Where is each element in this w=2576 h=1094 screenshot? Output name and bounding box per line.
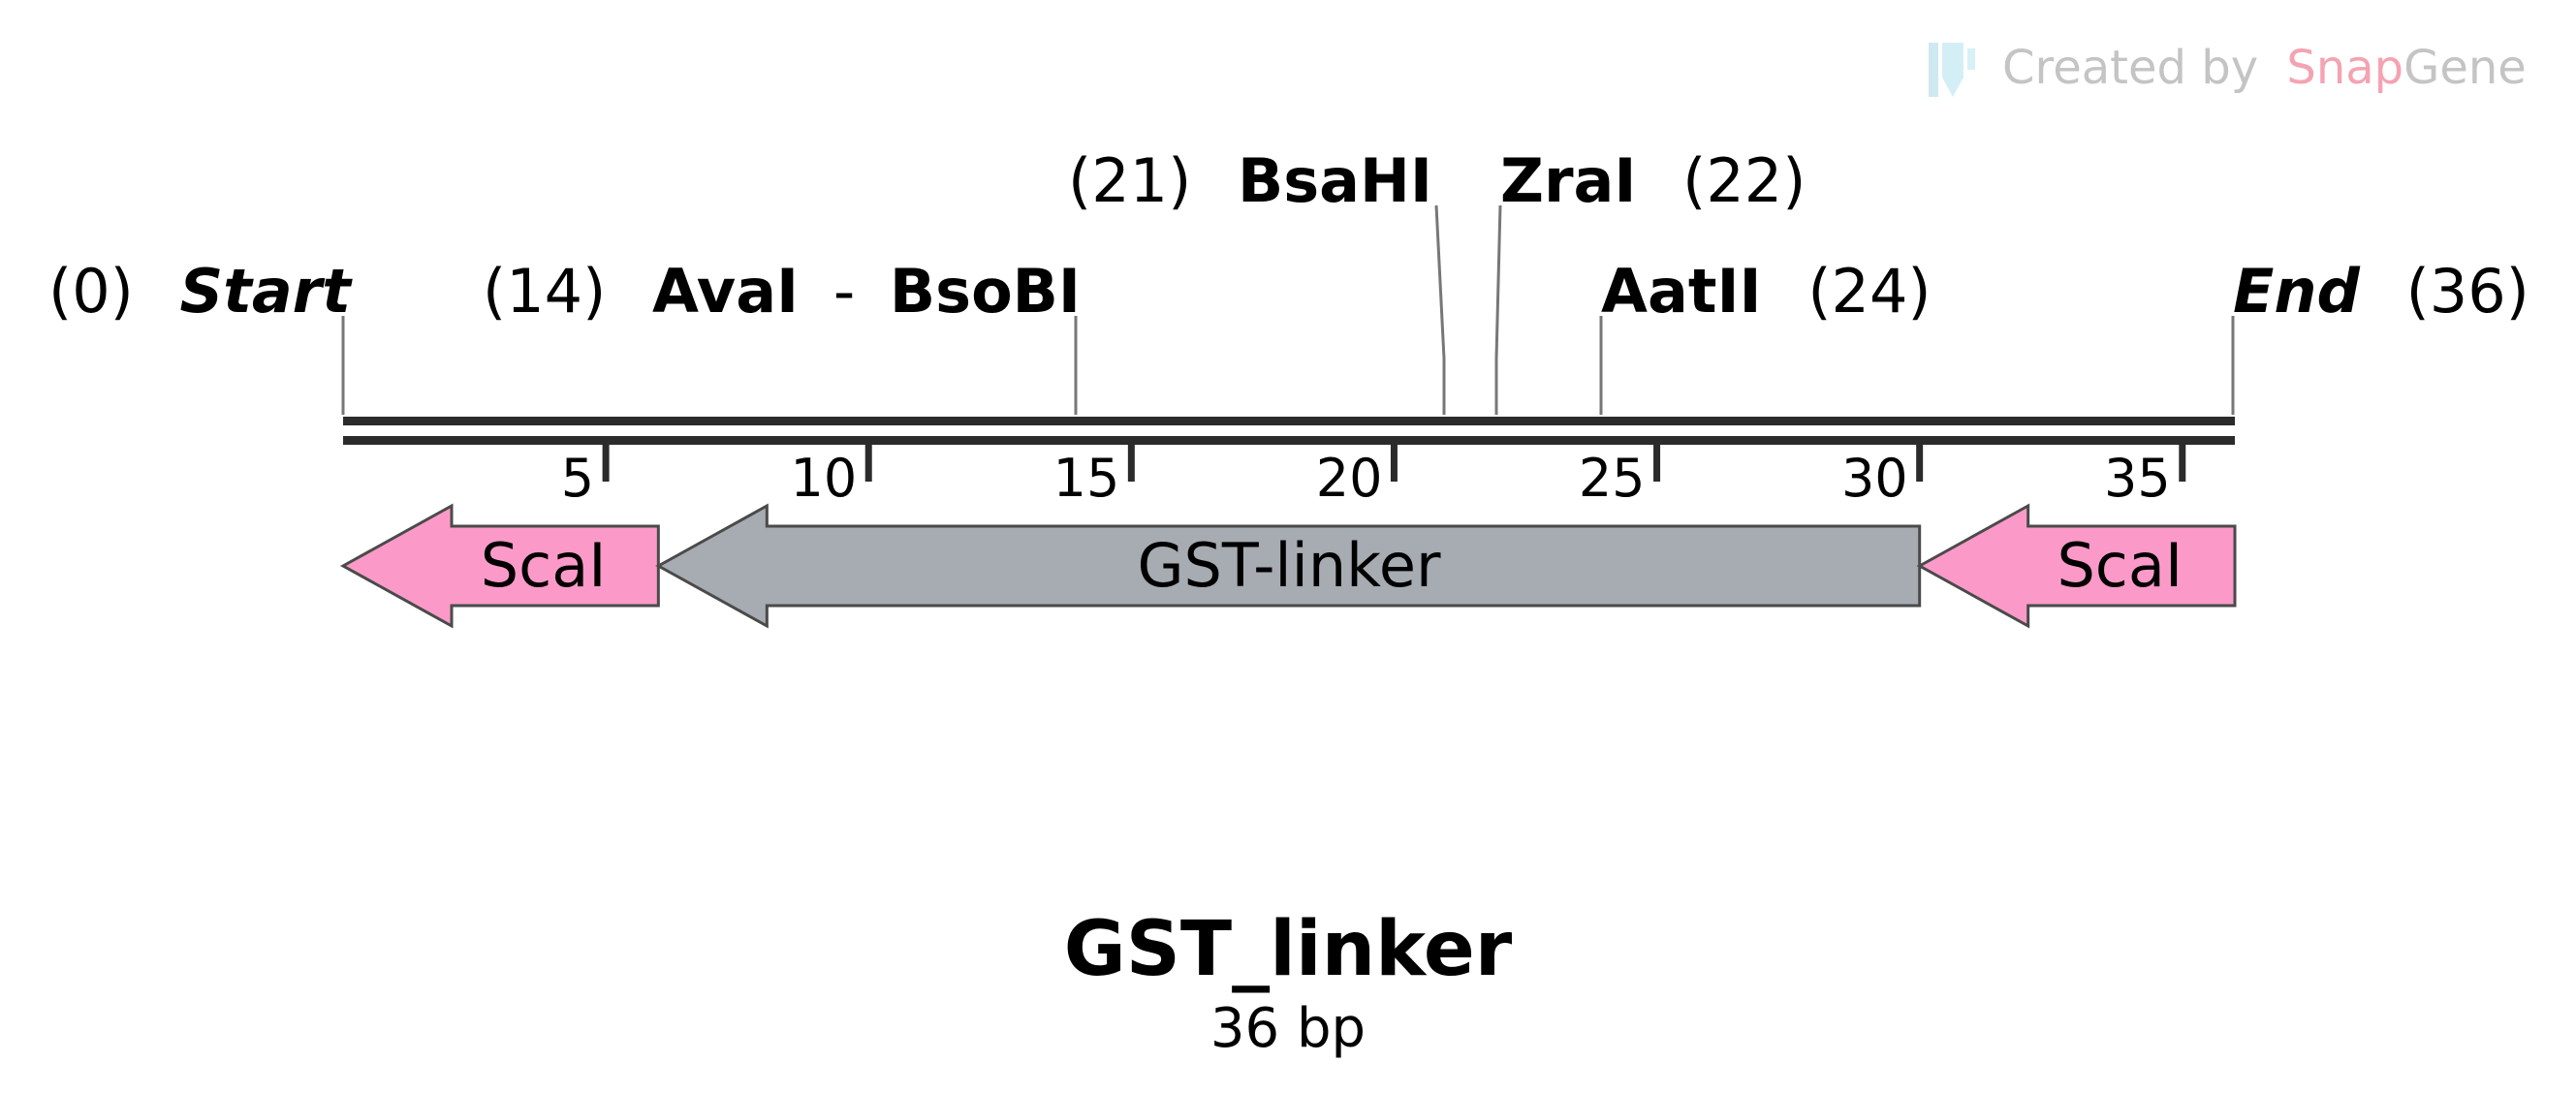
- top-strand: [343, 417, 2235, 425]
- site-separator-avai: -: [833, 256, 855, 327]
- svg-text:(21) BsaHI: (21) BsaHI: [1068, 145, 1432, 216]
- ruler-label-15: 15: [1053, 448, 1120, 509]
- feature-label-scai-0: ScaI: [481, 530, 607, 601]
- ruler-tick-25: [1653, 445, 1661, 482]
- ruler-label-10: 10: [791, 448, 858, 509]
- site-position-end: (36): [2406, 256, 2529, 327]
- sequence-name: GST_linker: [1064, 906, 1513, 993]
- ruler-label-25: 25: [1579, 448, 1646, 509]
- features: ScaI GST-linker ScaI: [339, 503, 2237, 629]
- svg-text:ZraI (22): ZraI (22): [1500, 145, 1806, 216]
- site-position-zrai: (22): [1682, 145, 1806, 216]
- svg-text:(14) AvaI -: (14) AvaI - BsoBI: [483, 256, 1081, 327]
- svg-text:AatII (24): AatII (24): [1601, 256, 1932, 327]
- feature-label-gst-linker-1: GST-linker: [1137, 530, 1441, 601]
- brand-gene: Gene: [2403, 41, 2527, 95]
- dna-backbone: [343, 417, 2235, 445]
- site-name-start: Start: [180, 256, 354, 327]
- svg-text:End (36): End (36): [2233, 256, 2529, 327]
- ruler-tick-20: [1390, 445, 1398, 482]
- ruler-label-30: 30: [1841, 448, 1908, 509]
- site-name-end: End: [2233, 256, 2360, 327]
- site-line-bsahi: [1434, 204, 1446, 415]
- feature-arrow-scai-2: [1916, 503, 2237, 629]
- brand-snap: Snap: [2286, 41, 2403, 95]
- site-position-aatii: (24): [1807, 256, 1931, 327]
- site-name-zrai: ZraI: [1500, 145, 1636, 216]
- feature-label-scai-2: ScaI: [2057, 530, 2183, 601]
- snapgene-logo-icon: [1929, 43, 1975, 97]
- branding: Created by SnapGene: [1929, 41, 2527, 97]
- ruler-label-20: 20: [1316, 448, 1383, 509]
- site-labels: (0) Start (14) AvaI - BsoBI (21) BsaHI Z…: [48, 145, 2529, 327]
- sequence-length: 36 bp: [1210, 997, 1366, 1060]
- ruler-label-35: 35: [2104, 448, 2171, 509]
- svg-text:(0) Start: (0) Start: [48, 256, 353, 327]
- site-lines: [341, 204, 2235, 415]
- site-name-aatii: AatII: [1601, 256, 1762, 327]
- ruler-tick-15: [1127, 445, 1135, 482]
- svg-text:Created by SnapGene: Created by SnapGene: [2002, 41, 2527, 95]
- site-name-bsobi: BsoBI: [890, 256, 1081, 327]
- site-position-avai: (14): [483, 256, 606, 327]
- ruler-label-5: 5: [561, 448, 594, 509]
- site-name-avai: AvaI: [652, 256, 799, 327]
- bottom-strand: [343, 436, 2235, 445]
- ruler: 5 10 15 20 25 30 35: [561, 445, 2186, 509]
- created-by-text: Created by: [2002, 41, 2258, 95]
- ruler-tick-30: [1916, 445, 1924, 482]
- site-name-bsahi: BsaHI: [1238, 145, 1432, 216]
- site-position-start: (0): [48, 256, 134, 327]
- ruler-tick-10: [864, 445, 872, 482]
- site-position-bsahi: (21): [1068, 145, 1191, 216]
- ruler-tick-5: [602, 445, 610, 482]
- ruler-tick-35: [2179, 445, 2186, 482]
- site-line-zrai: [1494, 204, 1502, 415]
